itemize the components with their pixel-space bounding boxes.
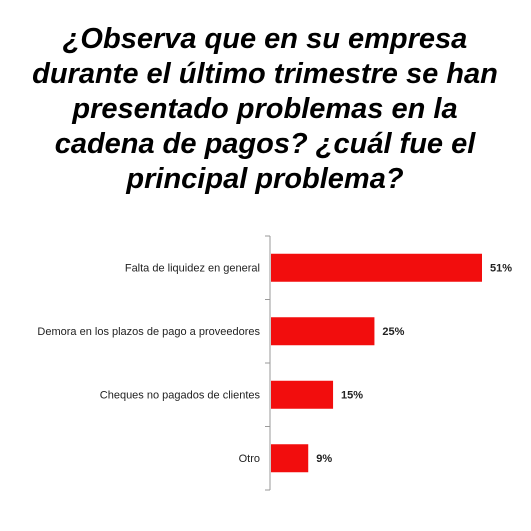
value-label: 9% [316,453,332,465]
category-label: Otro [239,453,260,465]
category-label: Demora en los plazos de pago a proveedor… [37,326,260,338]
chart-title: ¿Observa que en su empresa durante el úl… [32,23,498,195]
value-label: 25% [382,326,404,338]
bar [271,317,375,346]
bar [271,380,334,409]
bar [271,253,482,282]
category-label: Falta de liquidez en general [125,263,260,275]
value-label: 51% [490,263,512,275]
bar [271,444,309,473]
value-label: 15% [341,390,363,402]
category-label: Cheques no pagados de clientes [100,390,261,402]
